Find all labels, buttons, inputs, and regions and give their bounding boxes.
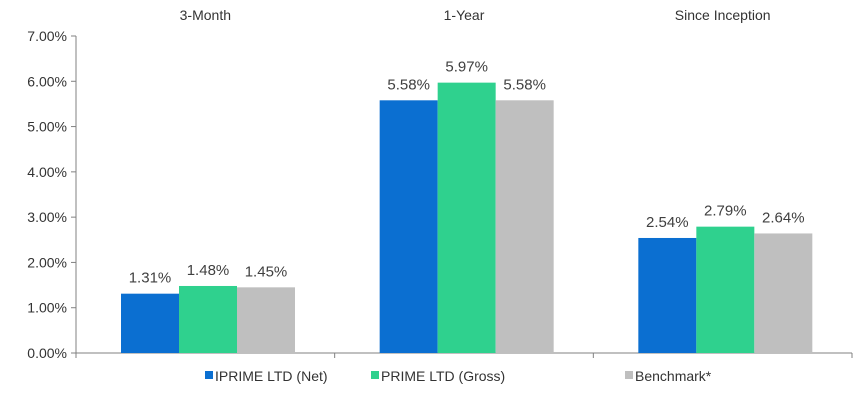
category-label: 3-Month [180,7,231,23]
y-tick-label: 2.00% [27,254,67,270]
y-tick-label: 3.00% [27,209,67,225]
data-label: 2.79% [704,203,747,220]
legend-label: PRIME LTD (Gross) [381,368,505,384]
y-tick-label: 7.00% [27,28,67,44]
legend: IPRIME LTD (Net) PRIME LTD (Gross) Benchma… [205,368,712,384]
legend-swatch [625,371,633,379]
bar [638,237,697,353]
data-label: 1.45% [245,263,288,280]
data-label: 5.58% [387,76,430,93]
y-tick-label: 1.00% [27,300,67,316]
bar [379,100,438,353]
data-label: 1.31% [129,270,172,287]
legend-swatch [205,371,213,379]
bar [179,285,237,353]
bar [754,233,813,353]
bar [121,293,179,353]
data-label: 5.97% [445,59,488,76]
bar [495,100,554,353]
data-label: 5.58% [503,76,546,93]
bar [696,226,755,353]
legend-label: Benchmark* [635,368,712,384]
bars [121,82,813,353]
legend-swatch [371,371,379,379]
y-tick-label: 6.00% [27,73,67,89]
data-labels: 1.31% 1.48% 1.45% 5.58% 5.97% 5.58% 2.54% 2.79%… [129,59,805,287]
y-tick-label: 4.00% [27,164,67,180]
category-label: Since Inception [675,7,771,23]
y-tick-label: 5.00% [27,119,67,135]
category-labels: 3-Month 1-Year Since Inception [180,7,771,23]
data-label: 2.64% [762,209,805,226]
category-label: 1-Year [444,7,485,23]
y-tick-label: 0.00% [27,345,67,361]
bar [437,82,496,353]
bar [237,287,295,353]
data-label: 2.54% [646,214,689,231]
legend-label: IPRIME LTD (Net) [215,368,328,384]
y-axis-ticks: 0.00% 1.00% 2.00% 3.00% 4.00% 5.00% 6.00% 7.00% [27,28,76,361]
data-label: 1.48% [187,262,230,279]
